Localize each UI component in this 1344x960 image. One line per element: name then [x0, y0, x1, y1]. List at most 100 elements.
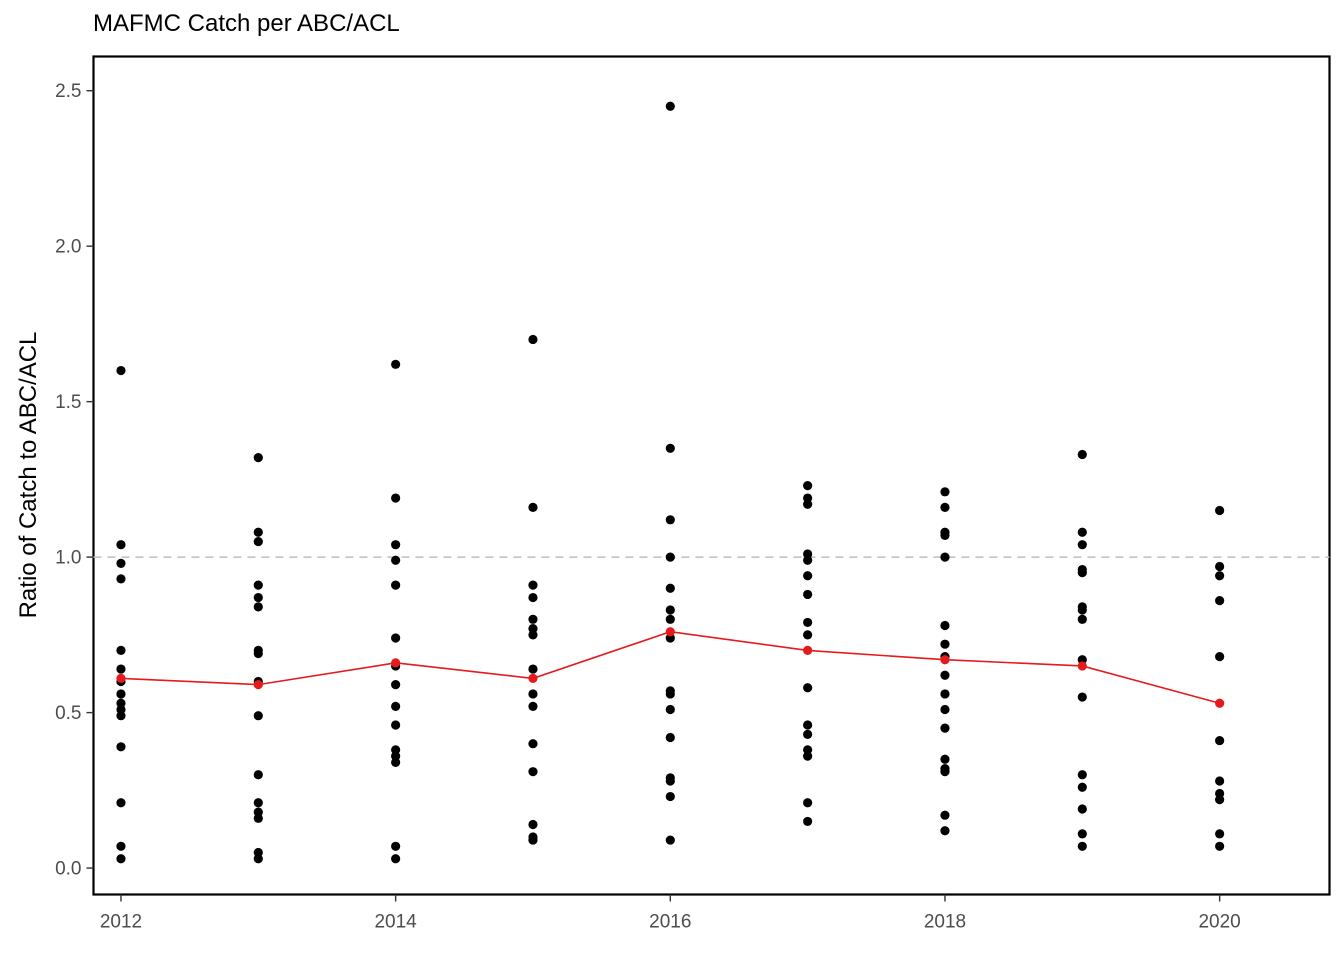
scatter-point: [1077, 782, 1087, 792]
scatter-point: [665, 704, 675, 715]
scatter-point: [665, 835, 675, 845]
scatter-point: [940, 620, 950, 631]
scatter-point: [253, 854, 263, 864]
scatter-point: [1215, 829, 1225, 839]
scatter-point: [940, 723, 950, 733]
scatter-point: [1215, 841, 1225, 851]
scatter-point: [803, 617, 813, 628]
scatter-point: [1077, 841, 1087, 851]
scatter-point: [803, 499, 813, 509]
mean-point: [253, 680, 263, 690]
mean-point: [528, 673, 538, 683]
scatter-point: [1077, 692, 1087, 702]
scatter-point: [665, 552, 675, 562]
scatter-point: [253, 813, 263, 823]
scatter-point: [116, 540, 126, 550]
scatter-point: [803, 555, 813, 565]
x-axis: 2012 2014 2016 2018 2020: [100, 894, 1241, 933]
scatter-point: [1215, 505, 1225, 516]
x-tick-label: 2016: [649, 912, 691, 933]
scatter-point: [116, 854, 126, 864]
scatter-point: [665, 791, 675, 802]
scatter-point: [803, 630, 813, 640]
scatter-point: [391, 701, 401, 711]
scatter-point: [528, 580, 538, 590]
scatter-point: [528, 767, 538, 777]
scatter-point: [528, 739, 538, 749]
scatter-point: [803, 571, 813, 581]
scatter-point: [253, 527, 263, 537]
scatter-point: [391, 555, 401, 565]
scatter-point: [803, 481, 813, 491]
scatter-point: [116, 664, 126, 674]
scatter-point: [116, 365, 126, 376]
scatter-point: [253, 648, 263, 659]
scatter-point: [391, 757, 401, 767]
scatter-point: [1215, 561, 1225, 572]
mean-point: [940, 655, 950, 665]
scatter-point: [391, 493, 401, 503]
scatter-point: [253, 580, 263, 590]
x-tick-label: 2012: [100, 912, 142, 933]
scatter-point: [1077, 527, 1087, 537]
scatter-point: [940, 487, 950, 497]
scatter-point: [528, 819, 538, 830]
scatter-point: [665, 515, 675, 525]
scatter-point: [528, 592, 538, 603]
mean-point: [1077, 661, 1087, 671]
scatter-point: [1077, 568, 1087, 578]
scatter-point: [940, 767, 950, 777]
scatter-point: [1077, 605, 1087, 615]
scatter-point: [1077, 770, 1087, 780]
scatter-point: [1215, 571, 1225, 581]
y-tick-label: 1.0: [55, 548, 81, 569]
scatter-point: [253, 711, 263, 721]
scatter-point: [528, 689, 538, 699]
scatter-point: [803, 816, 813, 827]
scatter-point: [1215, 795, 1225, 805]
scatter-point: [940, 754, 950, 764]
scatter-point: [1215, 776, 1225, 786]
scatter-point: [940, 810, 950, 820]
scatter-point: [665, 732, 675, 743]
scatter-point: [940, 552, 950, 562]
scatter-point: [116, 711, 126, 721]
scatter-point: [116, 645, 126, 656]
scatter-point: [940, 502, 950, 512]
scatter-point: [391, 359, 401, 369]
scatter-point: [528, 334, 538, 345]
scatter-point: [1077, 449, 1087, 460]
scatter-point: [253, 453, 263, 463]
scatter-point: [803, 683, 813, 693]
mean-point: [391, 658, 401, 668]
scatter-point: [391, 854, 401, 864]
scatter-point: [665, 101, 675, 111]
scatter-point: [528, 614, 538, 624]
scatter-point: [391, 720, 401, 730]
scatter-point: [253, 592, 263, 603]
scatter-point: [665, 583, 675, 593]
scatter-point: [528, 630, 538, 640]
scatter-point: [940, 704, 950, 715]
scatter-point: [940, 530, 950, 540]
scatter-point: [940, 639, 950, 649]
scatter-point: [1215, 596, 1225, 606]
y-tick-label: 2.0: [55, 237, 81, 258]
y-axis-title: Ratio of Catch to ABC/ACL: [15, 332, 42, 619]
scatter-point: [1077, 829, 1087, 839]
mean-point: [116, 673, 126, 683]
scatter-point: [391, 841, 401, 851]
x-tick-label: 2020: [1198, 912, 1240, 933]
scatter-point: [391, 633, 401, 643]
mean-point: [803, 645, 813, 656]
scatter-point: [803, 729, 813, 739]
scatter-point: [391, 680, 401, 690]
scatter-point: [528, 701, 538, 711]
scatter-point: [528, 835, 538, 845]
scatter-point: [803, 589, 813, 600]
x-tick-label: 2018: [924, 912, 966, 933]
scatter-point: [665, 776, 675, 786]
scatter-point: [1077, 614, 1087, 624]
scatter-point: [803, 798, 813, 808]
